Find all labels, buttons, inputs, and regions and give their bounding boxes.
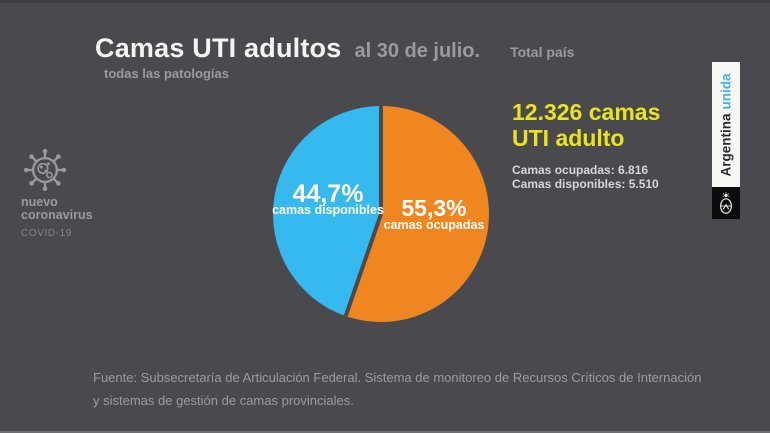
total-beds-headline: 12.326 camas UTI adulto [512,99,660,151]
header: Camas UTI adultos al 30 de julio. Total … [95,33,574,64]
covid-badge-line3: COVID-19 [21,228,72,239]
brand-argentina-text: Argentina [718,113,733,177]
page-subtitle: todas las patologías [104,66,229,81]
title-scope: Total país [510,44,575,60]
occupied-beds-stat: Camas ocupadas: 6.816 [512,163,649,177]
slice-occupied-label: camas ocupadas [383,218,485,232]
source-line2: y sistemas de gestión de camas provincia… [93,393,354,408]
argentina-unida-wordmark: Argentina unida [712,62,740,187]
source-note: Fuente: Subsecretaría de Articulación Fe… [93,366,701,412]
pie-chart [269,102,493,326]
beds-breakdown: Camas ocupadas: 6.816 Camas disponibles:… [512,163,660,191]
argentina-unida-banner: Argentina unida [712,62,740,187]
page-title: Camas UTI adultos [95,33,342,63]
covid-badge: nuevo coronavirus COVID-19 [21,147,111,239]
total-beds-line1: 12.326 camas [512,99,661,125]
source-line1: Fuente: Subsecretaría de Articulación Fe… [93,370,702,385]
brand-unida-text: unida [718,73,733,109]
total-beds-line2: UTI adulto [512,125,625,151]
title-date: al 30 de julio. [354,40,481,62]
slice-occupied-percent: 55,3% [401,195,467,221]
coronavirus-icon [21,147,111,193]
pie-chart-svg [272,106,489,322]
covid-badge-line1: nuevo [21,195,58,209]
slice-available-label: camas disponibles [272,203,384,217]
covid-badge-line2: coronavirus [21,208,93,222]
argentina-coat-of-arms-icon [712,187,740,219]
bottom-edge-strip [0,431,770,433]
top-edge-strip [0,0,770,3]
available-beds-stat: Camas disponibles: 5.510 [512,176,659,191]
slice-available-percent: 44,7% [292,180,364,208]
covid-badge-name: nuevo coronavirus [21,196,111,222]
summary-panel: 12.326 camas UTI adulto Camas ocupadas: … [512,99,660,191]
